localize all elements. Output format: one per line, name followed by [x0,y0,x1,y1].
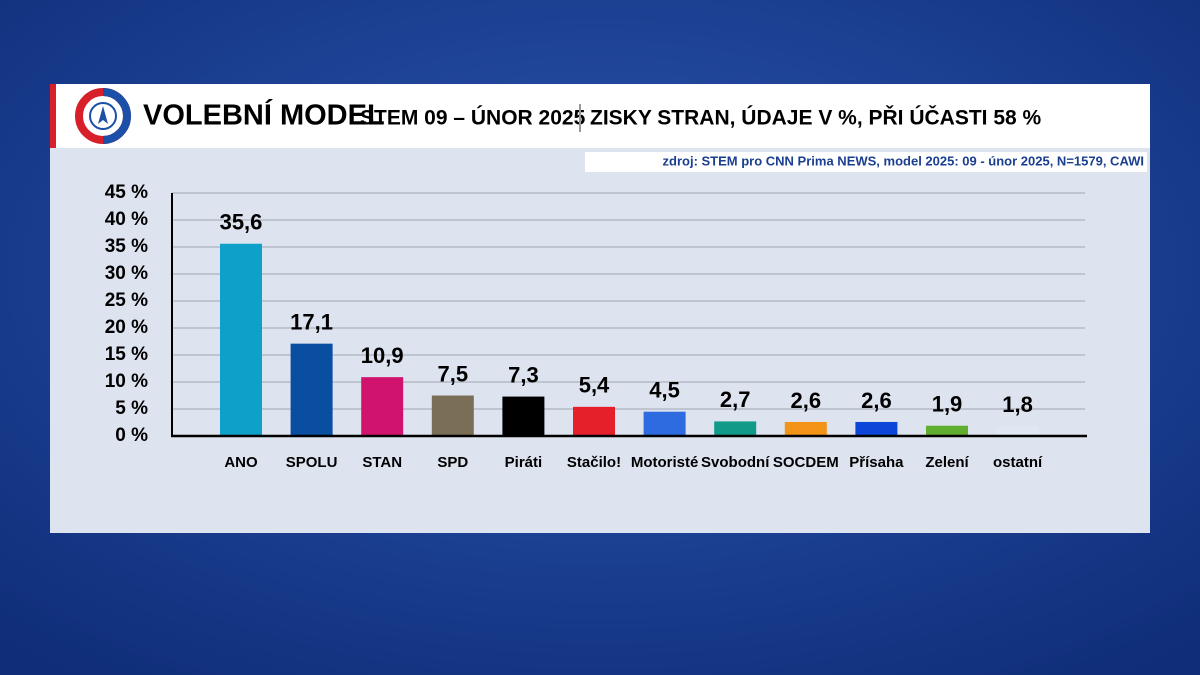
header-bar [50,84,1150,148]
value-label: 2,6 [861,388,892,413]
chart-panel [50,148,1150,533]
x-tick-label: Stačilo! [567,454,621,471]
chart-title: VOLEBNÍ MODEL [143,98,385,132]
value-label: 1,8 [1002,392,1033,417]
x-tick-label: Piráti [505,454,543,471]
value-label: 7,5 [438,361,469,386]
y-tick-label: 25 % [105,290,148,311]
x-tick-label: STAN [362,454,402,471]
bar [220,243,262,436]
value-label: 5,4 [579,373,610,398]
chart-subtitle: STEM 09 – ÚNOR 2025 [360,106,586,130]
bar [714,421,757,436]
x-tick-label: ANO [224,454,258,471]
y-tick-label: 45 % [105,182,148,203]
header-accent [50,84,56,148]
value-label: 1,9 [932,392,963,417]
y-tick-label: 20 % [105,317,148,338]
bar [573,406,615,436]
y-tick-label: 10 % [105,371,148,392]
source: zdroj: STEM pro CNN Prima NEWS, model 20… [663,153,1144,168]
y-tick-label: 35 % [105,236,148,257]
bar [784,421,827,436]
y-tick-label: 15 % [105,344,148,365]
y-tick-label: 40 % [105,209,148,230]
y-tick-label: 5 % [115,398,148,419]
x-tick-label: Přísaha [849,454,904,471]
x-tick-label: Zelení [925,454,969,471]
value-label: 17,1 [290,309,333,334]
x-tick-label: SOCDEM [773,454,839,471]
x-tick-label: SPOLU [286,454,338,471]
bar [996,426,1039,436]
source-box [585,152,1147,172]
value-label: 4,5 [649,378,680,403]
bar [431,395,474,436]
x-tick-label: Motoristé [631,454,699,471]
y-tick-label: 30 % [105,263,148,284]
bar [926,425,968,436]
value-label: 7,3 [508,362,539,387]
value-label: 10,9 [361,343,404,368]
bar [361,377,404,436]
value-label: 35,6 [220,210,263,235]
bar [290,343,333,436]
value-label: 2,7 [720,387,751,412]
logo [75,88,131,144]
bar [502,396,545,436]
value-label: 2,6 [791,388,822,413]
chart-description: ZISKY STRAN, ÚDAJE V %, PŘI ÚČASTI 58 % [590,106,1042,130]
y-tick-label: 0 % [115,425,148,446]
x-tick-label: ostatní [993,454,1043,471]
bar [643,411,686,436]
bar [855,421,898,436]
x-tick-label: Svobodní [701,454,770,471]
x-tick-label: SPD [437,454,468,471]
